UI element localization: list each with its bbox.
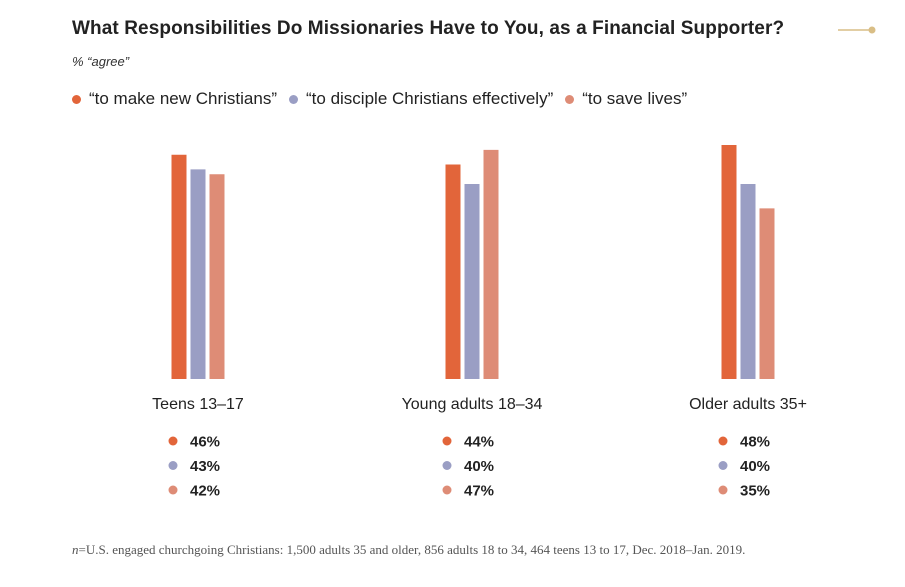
- bar-young-adults-series-1: [464, 184, 480, 379]
- data-label-teens-series-1: 43%: [190, 458, 220, 475]
- value-marker-young-adults-series-1: [442, 461, 452, 470]
- category-label-teens: Teens 13–17: [152, 396, 244, 413]
- legend-item-disciple-christians: “to disciple Christians effectively”: [289, 89, 553, 109]
- legend-label: “to save lives”: [582, 89, 688, 108]
- data-label-older-adults-series-1: 40%: [740, 458, 770, 475]
- data-label-older-adults-series-2: 35%: [740, 483, 770, 500]
- bar-older-adults-series-1: [740, 184, 756, 379]
- value-marker-teens-series-1: [168, 461, 178, 470]
- data-label-teens-series-0: 46%: [190, 434, 220, 451]
- bar-older-adults-series-2: [759, 208, 775, 379]
- value-marker-older-adults-series-0: [718, 436, 728, 446]
- value-marker-young-adults-series-2: [442, 485, 452, 495]
- data-label-young-adults-series-2: 47%: [464, 483, 494, 500]
- bar-teens-series-1: [190, 169, 206, 379]
- value-marker-teens-series-2: [168, 485, 178, 495]
- value-marker-teens-series-0: [168, 436, 178, 446]
- value-marker-young-adults-series-0: [442, 436, 452, 446]
- data-label-young-adults-series-0: 44%: [464, 434, 494, 451]
- bar-teens-series-2: [209, 174, 225, 379]
- footnote: n=U.S. engaged churchgoing Christians: 1…: [72, 541, 832, 558]
- bar-group-young-adults: Young adults 18–34 44% 40% 47%: [402, 149, 543, 500]
- chart-title: What Responsibilities Do Missionaries Ha…: [72, 18, 785, 39]
- title-decoration-line: [838, 26, 876, 34]
- data-label-young-adults-series-1: 40%: [464, 458, 494, 475]
- value-marker-older-adults-series-2: [718, 485, 728, 495]
- bar-chart: Teens 13–17 46% 43% 42% Young adults 18–34 44…: [152, 145, 807, 500]
- footnote-n: n: [72, 542, 79, 557]
- legend-label: “to disciple Christians effectively”: [306, 89, 554, 108]
- data-label-older-adults-series-0: 48%: [740, 434, 770, 451]
- chart-subtitle: % “agree”: [72, 54, 130, 69]
- legend: “to make new Christians” “to disciple Ch…: [72, 88, 699, 110]
- bar-young-adults-series-2: [483, 149, 499, 379]
- footnote-text: =U.S. engaged churchgoing Christians: 1,…: [78, 542, 746, 557]
- category-label-older-adults: Older adults 35+: [689, 396, 807, 413]
- value-marker-older-adults-series-1: [718, 461, 728, 470]
- legend-label: “to make new Christians”: [89, 89, 278, 108]
- bar-group-older-adults: Older adults 35+ 48% 40% 35%: [689, 145, 807, 500]
- legend-marker: [289, 94, 299, 104]
- bar-young-adults-series-0: [445, 164, 461, 379]
- bar-group-teens: Teens 13–17 46% 43% 42%: [152, 154, 244, 500]
- category-label-young-adults: Young adults 18–34: [402, 396, 543, 413]
- legend-marker: [565, 94, 575, 104]
- legend-item-new-christians: “to make new Christians”: [72, 89, 277, 109]
- bar-older-adults-series-0: [721, 145, 737, 379]
- data-label-teens-series-2: 42%: [190, 483, 220, 500]
- legend-marker: [72, 94, 81, 104]
- bar-teens-series-0: [171, 154, 187, 379]
- legend-item-save-lives: “to save lives”: [565, 89, 687, 109]
